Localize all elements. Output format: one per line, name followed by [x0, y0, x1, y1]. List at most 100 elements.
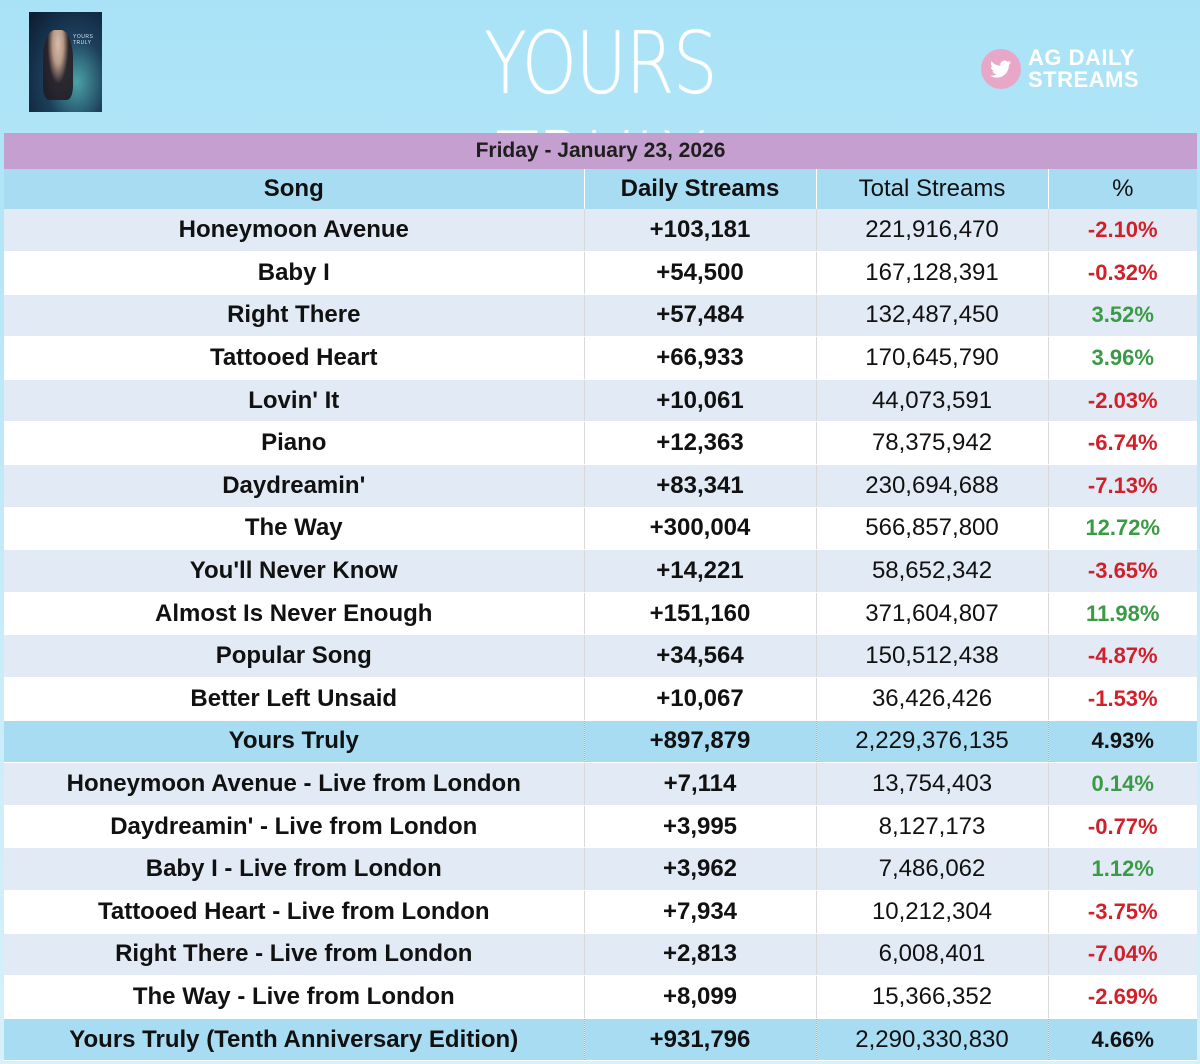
brand-line-1: AG DAILY	[1028, 45, 1136, 70]
cell-total-streams: 78,375,942	[816, 421, 1049, 466]
table-row: Honeymoon Avenue - Live from London +7,11…	[4, 762, 1197, 806]
cell-song: Tattooed Heart - Live from London	[4, 890, 585, 934]
table-row: Piano +12,363 78,375,942 -6.74%	[4, 421, 1197, 466]
cell-daily-streams: +103,181	[584, 209, 817, 253]
cell-percent: -6.74%	[1048, 421, 1197, 466]
cell-total-streams: 13,754,403	[816, 762, 1049, 806]
cell-total-streams: 6,008,401	[816, 933, 1049, 977]
cell-song: You'll Never Know	[4, 549, 585, 593]
cell-percent: 4.93%	[1048, 720, 1197, 764]
cell-percent: -0.32%	[1048, 251, 1197, 295]
table-row: Better Left Unsaid +10,067 36,426,426 -1.53…	[4, 677, 1197, 721]
cell-percent: 12.72%	[1048, 507, 1197, 551]
column-header-total-streams: Total Streams	[816, 169, 1049, 209]
cell-total-streams: 2,229,376,135	[816, 720, 1049, 764]
cell-total-streams: 15,366,352	[816, 975, 1049, 1019]
cell-total-streams: 170,645,790	[816, 336, 1049, 380]
cell-song: Yours Truly (Tenth Anniversary Edition)	[4, 1018, 585, 1062]
cell-song: Piano	[4, 421, 585, 466]
cell-daily-streams: +10,061	[584, 379, 817, 423]
table-row: Lovin' It +10,061 44,073,591 -2.03%	[4, 379, 1197, 423]
table-total-row: Yours Truly +897,879 2,229,376,135 4.93%	[4, 720, 1197, 764]
cell-total-streams: 371,604,807	[816, 592, 1049, 636]
cell-total-streams: 230,694,688	[816, 464, 1049, 508]
cell-daily-streams: +66,933	[584, 336, 817, 380]
cell-daily-streams: +12,363	[584, 421, 817, 466]
streams-table: Song Daily Streams Total Streams % Honey…	[4, 169, 1197, 1062]
column-header-daily-streams: Daily Streams	[584, 169, 817, 209]
cell-daily-streams: +3,995	[584, 805, 817, 849]
cell-daily-streams: +54,500	[584, 251, 817, 295]
streams-table-container: Friday - January 23, 2026 Song Daily Str…	[4, 133, 1197, 1064]
table-total-row: Yours Truly (Tenth Anniversary Edition) +…	[4, 1018, 1197, 1062]
cell-total-streams: 36,426,426	[816, 677, 1049, 721]
table-row: Tattooed Heart - Live from London +7,934 1…	[4, 890, 1197, 934]
cell-percent: 4.66%	[1048, 1018, 1197, 1062]
brand-text: AG DAILY STREAMS	[1028, 47, 1139, 91]
brand-logo: AG DAILY STREAMS	[980, 44, 1139, 94]
cell-daily-streams: +83,341	[584, 464, 817, 508]
cell-percent: -2.69%	[1048, 975, 1197, 1019]
cell-song: Honeymoon Avenue - Live from London	[4, 762, 585, 806]
brand-line-2: STREAMS	[1028, 67, 1140, 92]
table-body: Honeymoon Avenue +103,181 221,916,470 -2.10…	[4, 209, 1197, 1062]
table-header-row: Song Daily Streams Total Streams %	[4, 169, 1197, 209]
cell-percent: -3.65%	[1048, 549, 1197, 593]
cell-total-streams: 167,128,391	[816, 251, 1049, 295]
table-row: The Way - Live from London +8,099 15,366,3…	[4, 975, 1197, 1019]
cell-song: Popular Song	[4, 634, 585, 679]
cell-song: Honeymoon Avenue	[4, 209, 585, 253]
table-row: Right There +57,484 132,487,450 3.52%	[4, 294, 1197, 338]
column-header-song: Song	[4, 169, 585, 209]
table-row: Right There - Live from London +2,813 6,00…	[4, 933, 1197, 977]
cell-song: Yours Truly	[4, 720, 585, 764]
cell-total-streams: 2,290,330,830	[816, 1018, 1049, 1062]
cell-daily-streams: +2,813	[584, 933, 817, 977]
table-row: Daydreamin' +83,341 230,694,688 -7.13%	[4, 464, 1197, 508]
cell-total-streams: 150,512,438	[816, 634, 1049, 679]
cell-percent: 3.52%	[1048, 294, 1197, 338]
cell-daily-streams: +57,484	[584, 294, 817, 338]
cell-daily-streams: +8,099	[584, 975, 817, 1019]
table-row: Tattooed Heart +66,933 170,645,790 3.96%	[4, 336, 1197, 380]
table-row: Daydreamin' - Live from London +3,995 8,12…	[4, 805, 1197, 849]
cell-song: Better Left Unsaid	[4, 677, 585, 721]
cell-song: Daydreamin' - Live from London	[4, 805, 585, 849]
cell-percent: -3.75%	[1048, 890, 1197, 934]
cell-total-streams: 221,916,470	[816, 209, 1049, 253]
album-cover-figure	[43, 30, 73, 100]
cell-daily-streams: +7,934	[584, 890, 817, 934]
cell-percent: -2.03%	[1048, 379, 1197, 423]
cell-daily-streams: +3,962	[584, 847, 817, 891]
cell-song: Baby I - Live from London	[4, 847, 585, 891]
table-row: Popular Song +34,564 150,512,438 -4.87%	[4, 634, 1197, 679]
cell-percent: 11.98%	[1048, 592, 1197, 636]
header: YOURS TRULY YOURS TRULY AG DAILY STREAMS	[0, 0, 1200, 214]
table-row: Baby I +54,500 167,128,391 -0.32%	[4, 251, 1197, 295]
cell-daily-streams: +931,796	[584, 1018, 817, 1062]
cell-percent: -1.53%	[1048, 677, 1197, 721]
cell-percent: -0.77%	[1048, 805, 1197, 849]
cell-percent: -7.04%	[1048, 933, 1197, 977]
date-bar: Friday - January 23, 2026	[4, 133, 1197, 169]
album-cover-title: YOURS TRULY	[73, 34, 94, 46]
cell-total-streams: 8,127,173	[816, 805, 1049, 849]
cell-daily-streams: +14,221	[584, 549, 817, 593]
cell-total-streams: 58,652,342	[816, 549, 1049, 593]
table-row: Almost Is Never Enough +151,160 371,604,80…	[4, 592, 1197, 636]
cell-song: The Way - Live from London	[4, 975, 585, 1019]
cell-total-streams: 10,212,304	[816, 890, 1049, 934]
cell-percent: -7.13%	[1048, 464, 1197, 508]
cell-percent: -4.87%	[1048, 634, 1197, 679]
table-row: Baby I - Live from London +3,962 7,486,062…	[4, 847, 1197, 891]
column-header-percent: %	[1048, 169, 1197, 209]
cell-percent: 3.96%	[1048, 336, 1197, 380]
cell-percent: -2.10%	[1048, 209, 1197, 253]
twitter-bird-icon	[981, 49, 1021, 89]
cell-song: The Way	[4, 507, 585, 551]
table-row: The Way +300,004 566,857,800 12.72%	[4, 507, 1197, 551]
cell-daily-streams: +7,114	[584, 762, 817, 806]
cell-song: Almost Is Never Enough	[4, 592, 585, 636]
cell-song: Tattooed Heart	[4, 336, 585, 380]
cell-song: Lovin' It	[4, 379, 585, 423]
